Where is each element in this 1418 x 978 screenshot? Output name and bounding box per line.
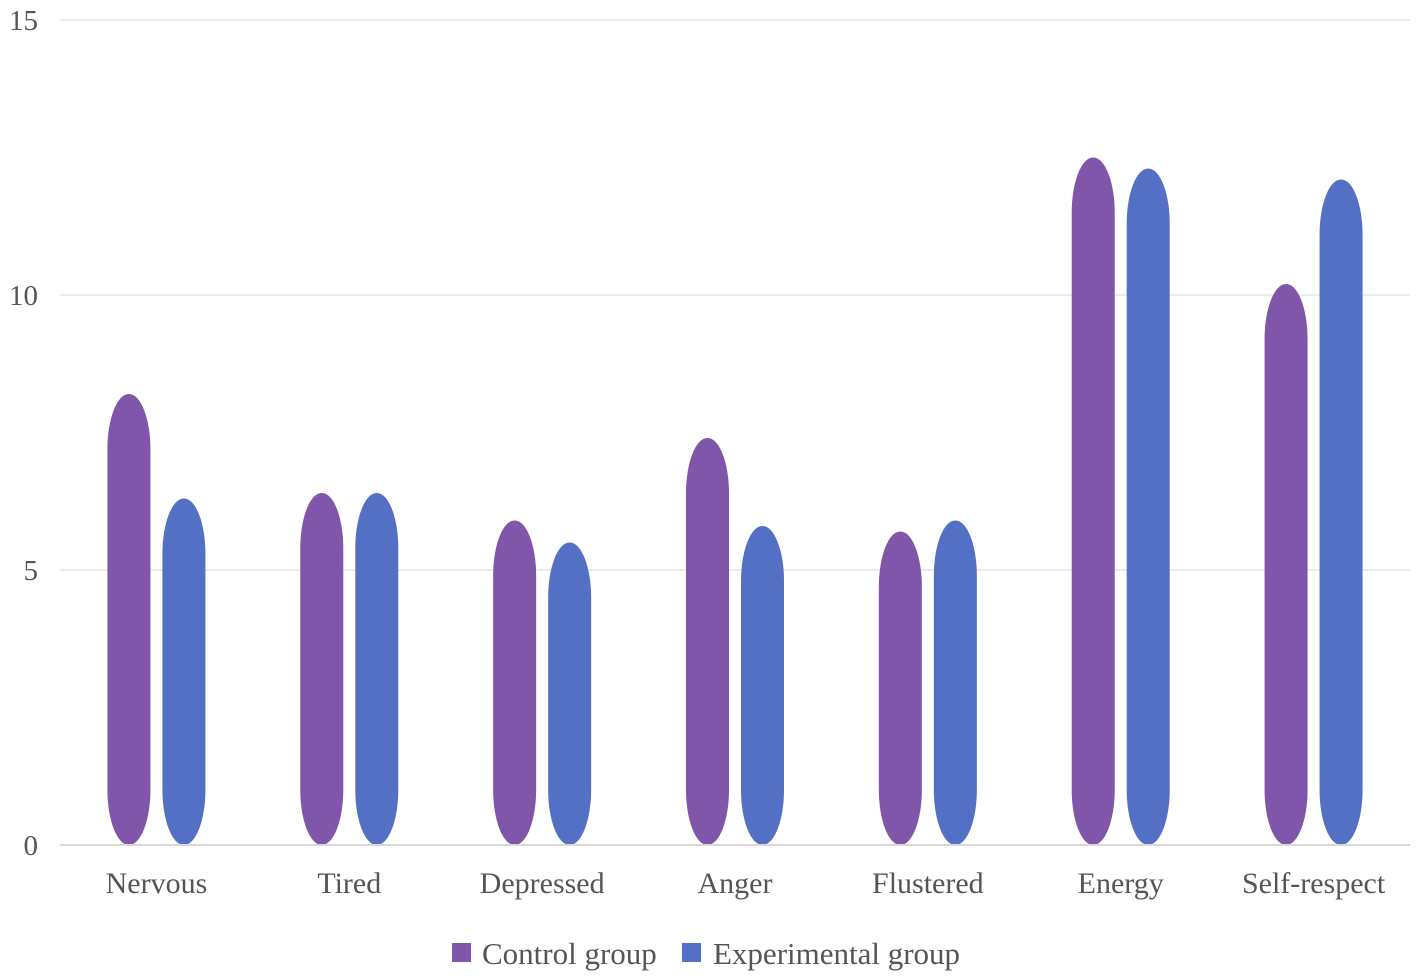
y-tick-label: 5 <box>24 555 39 587</box>
x-tick-label: Flustered <box>872 867 984 900</box>
bar-experimental-depressed <box>548 542 592 845</box>
y-tick-label: 0 <box>24 830 39 862</box>
x-axis: Nervous Tired Depressed Anger Flustered Energ… <box>106 867 1386 900</box>
bar-experimental-flustered <box>933 520 977 845</box>
bar-control-anger <box>686 438 729 845</box>
bars <box>107 157 1363 845</box>
x-tick-label: Depressed <box>480 867 605 900</box>
bar-experimental-nervous <box>162 498 206 845</box>
bar-experimental-tired <box>355 493 399 845</box>
bar-control-flustered <box>878 531 922 845</box>
bar-control-energy <box>1071 157 1115 845</box>
legend-label-control: Control group <box>482 936 657 971</box>
y-tick-label: 10 <box>9 280 38 312</box>
y-tick-label: 15 <box>9 5 38 37</box>
bar-control-self-respect <box>1264 284 1308 845</box>
legend: Control group Experimental group <box>452 936 960 971</box>
bar-experimental-self-respect <box>1319 179 1363 845</box>
bar-control-tired <box>300 493 344 845</box>
x-tick-label: Self-respect <box>1242 867 1386 900</box>
x-tick-label: Anger <box>698 867 773 900</box>
bar-control-depressed <box>493 520 537 845</box>
x-tick-label: Energy <box>1078 867 1164 900</box>
gridlines <box>60 19 1410 571</box>
bar-experimental-energy <box>1126 168 1170 845</box>
x-tick-label: Tired <box>317 867 381 900</box>
bar-experimental-anger <box>741 526 784 845</box>
legend-swatch-control <box>452 943 471 962</box>
y-axis: 0 5 10 15 <box>9 5 38 862</box>
legend-label-experimental: Experimental group <box>713 936 960 971</box>
bar-control-nervous <box>107 394 151 845</box>
legend-swatch-experimental <box>682 943 701 962</box>
x-tick-label: Nervous <box>106 867 208 900</box>
